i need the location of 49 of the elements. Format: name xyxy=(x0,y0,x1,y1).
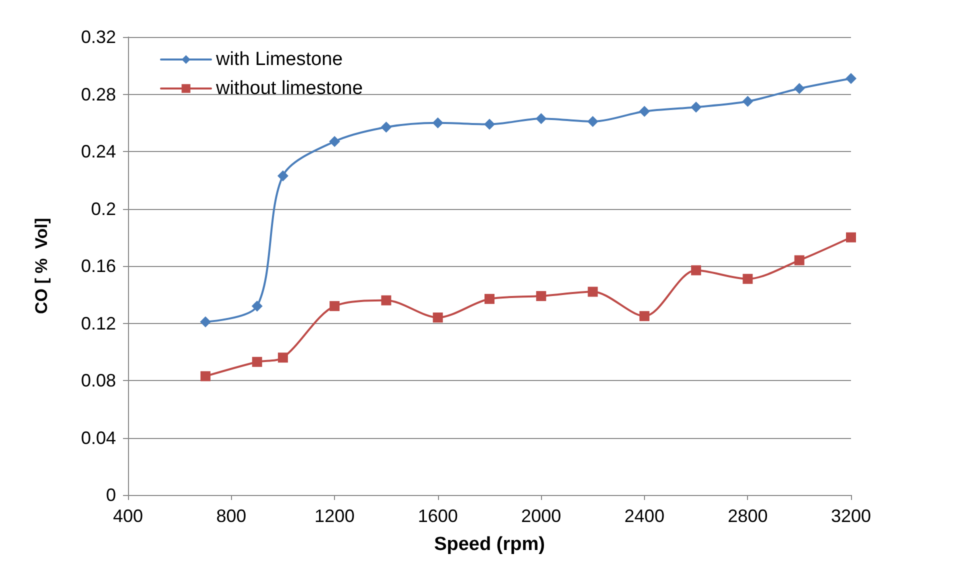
point xyxy=(536,291,546,302)
point xyxy=(742,274,753,284)
point xyxy=(252,300,263,312)
x-tick-label: 400 xyxy=(112,506,144,526)
x-tick-label: 2800 xyxy=(728,506,768,526)
y-tick-label: 0.32 xyxy=(80,27,116,47)
x-tick-label: 1200 xyxy=(314,506,355,526)
x-tick-label: 800 xyxy=(216,506,246,526)
x-tick-label: 1600 xyxy=(418,506,458,526)
x-tick-label: 2400 xyxy=(624,506,664,526)
point xyxy=(432,312,443,323)
legend-label: without limestone xyxy=(215,78,363,99)
point xyxy=(794,83,805,94)
point xyxy=(742,96,754,107)
point xyxy=(329,136,340,147)
point xyxy=(200,316,211,328)
point xyxy=(484,294,494,304)
y-tick-label: 0.08 xyxy=(80,370,116,390)
y-tick-label: 0.04 xyxy=(80,428,116,448)
point xyxy=(691,265,702,276)
y-tick-label: 0.16 xyxy=(80,256,116,276)
y-tick-label: 0.28 xyxy=(80,84,116,104)
point xyxy=(484,118,495,130)
point xyxy=(588,286,598,297)
y-tick-label: 0.24 xyxy=(80,142,116,162)
point xyxy=(690,102,702,113)
y-tick-label: 0.2 xyxy=(90,198,116,219)
point xyxy=(330,301,340,312)
legend-label: with Limestone xyxy=(215,49,343,70)
point xyxy=(794,255,804,266)
point xyxy=(846,73,856,84)
x-tick-label: 2000 xyxy=(521,506,562,526)
point xyxy=(536,113,547,124)
x-axis-title: Speed (rpm) xyxy=(434,534,545,555)
point xyxy=(587,116,598,127)
y-axis-title: CO [ % Vol] xyxy=(32,218,51,314)
y-tick-label: 0 xyxy=(106,485,116,505)
point xyxy=(638,106,650,117)
point xyxy=(252,356,262,367)
point xyxy=(278,352,288,363)
y-tick-label: 0.12 xyxy=(80,313,116,334)
point xyxy=(200,371,210,382)
point xyxy=(381,295,392,306)
point xyxy=(639,311,650,322)
point xyxy=(846,232,856,242)
point xyxy=(432,117,444,128)
point xyxy=(277,170,288,182)
x-tick-label: 3200 xyxy=(830,506,872,526)
point xyxy=(380,122,392,133)
